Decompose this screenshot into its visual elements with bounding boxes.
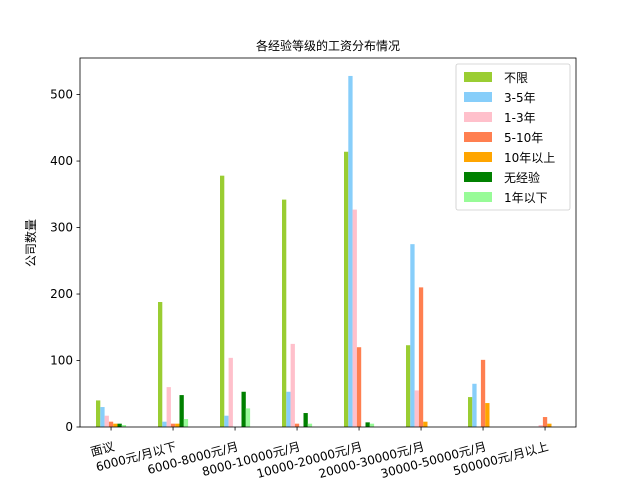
- bar-5-1: [179, 395, 184, 427]
- y-tick-label-0: 0: [65, 420, 73, 434]
- legend-swatch-5: [464, 172, 492, 182]
- bar-3-0: [108, 421, 114, 427]
- bar-0-1: [158, 302, 163, 427]
- y-tick-label-5: 500: [50, 88, 73, 102]
- legend-label-2: 1-3年: [504, 111, 536, 125]
- x-tick-label-0: 面议: [89, 439, 116, 459]
- legend-label-5: 无经验: [504, 170, 540, 185]
- bar-3-4: [356, 347, 362, 427]
- bar-5-4: [365, 422, 370, 427]
- legend-swatch-1: [464, 92, 492, 102]
- plot-area: [79, 57, 577, 428]
- bar-3-1: [170, 423, 176, 427]
- legend-label-4: 10年以上: [504, 151, 555, 165]
- bar-2-7: [538, 425, 543, 427]
- bar-6-4: [369, 423, 375, 427]
- bar-1-4: [348, 75, 353, 427]
- bar-0-6: [468, 397, 473, 427]
- bar-0-5: [406, 345, 411, 427]
- legend-label-6: 1年以下: [504, 191, 548, 205]
- bar-4-5: [423, 421, 428, 427]
- bar-2-1: [166, 387, 171, 427]
- bar-2-0: [104, 415, 109, 427]
- bar-1-6: [472, 383, 477, 427]
- y-axis: 0 100 200 300 400 500: [50, 88, 80, 434]
- y-tick-label-4: 400: [50, 154, 73, 168]
- bar-6-2: [245, 408, 251, 427]
- bar-2-2: [228, 357, 233, 427]
- legend-label-3: 5-10年: [504, 131, 543, 145]
- bar-3-7: [542, 417, 548, 427]
- bar-3-5: [418, 287, 424, 427]
- bar-2-3: [290, 343, 295, 427]
- legend-swatch-6: [464, 192, 492, 202]
- bar-4-0: [113, 423, 118, 427]
- bar-1-5: [410, 244, 415, 427]
- y-tick-label-1: 100: [50, 354, 73, 368]
- y-tick-label-3: 300: [50, 221, 73, 235]
- bar-6-3: [307, 423, 313, 427]
- y-tick-label-2: 200: [50, 287, 73, 301]
- bar-5-0: [117, 423, 122, 427]
- legend-label-0: 不限: [504, 71, 528, 85]
- legend-swatch-4: [464, 152, 492, 162]
- chart-title: 各经验等级的工资分布情况: [256, 38, 400, 53]
- bar-5-3: [303, 413, 308, 427]
- bar-1-1: [162, 421, 167, 427]
- plot-frame: [79, 57, 577, 428]
- bar-0-2: [220, 175, 225, 427]
- bar-0-3: [282, 199, 287, 427]
- bar-3-6: [480, 359, 486, 427]
- bar-2-5: [414, 390, 419, 427]
- bar-1-0: [100, 407, 105, 427]
- bar-6-1: [183, 419, 189, 427]
- bar-0-0: [96, 400, 101, 427]
- bar-3-3: [294, 423, 300, 427]
- legend-swatch-2: [464, 112, 492, 122]
- bar-5-2: [241, 391, 246, 427]
- bar-0-4: [344, 151, 349, 427]
- legend-label-1: 3-5年: [504, 91, 536, 105]
- bar-4-1: [175, 423, 180, 427]
- x-axis: 面议6000元/月以下6000-8000元/月8000-10000元/月1000…: [89, 427, 550, 480]
- bar-1-3: [286, 391, 291, 427]
- legend-swatch-3: [464, 132, 492, 142]
- bar-1-2: [224, 415, 229, 427]
- legend-swatch-0: [464, 72, 492, 82]
- bar-4-7: [547, 423, 552, 427]
- bar-6-0: [121, 425, 127, 427]
- y-axis-label: 公司数量: [23, 219, 38, 267]
- bar-2-4: [352, 209, 357, 427]
- bar-4-6: [485, 403, 490, 427]
